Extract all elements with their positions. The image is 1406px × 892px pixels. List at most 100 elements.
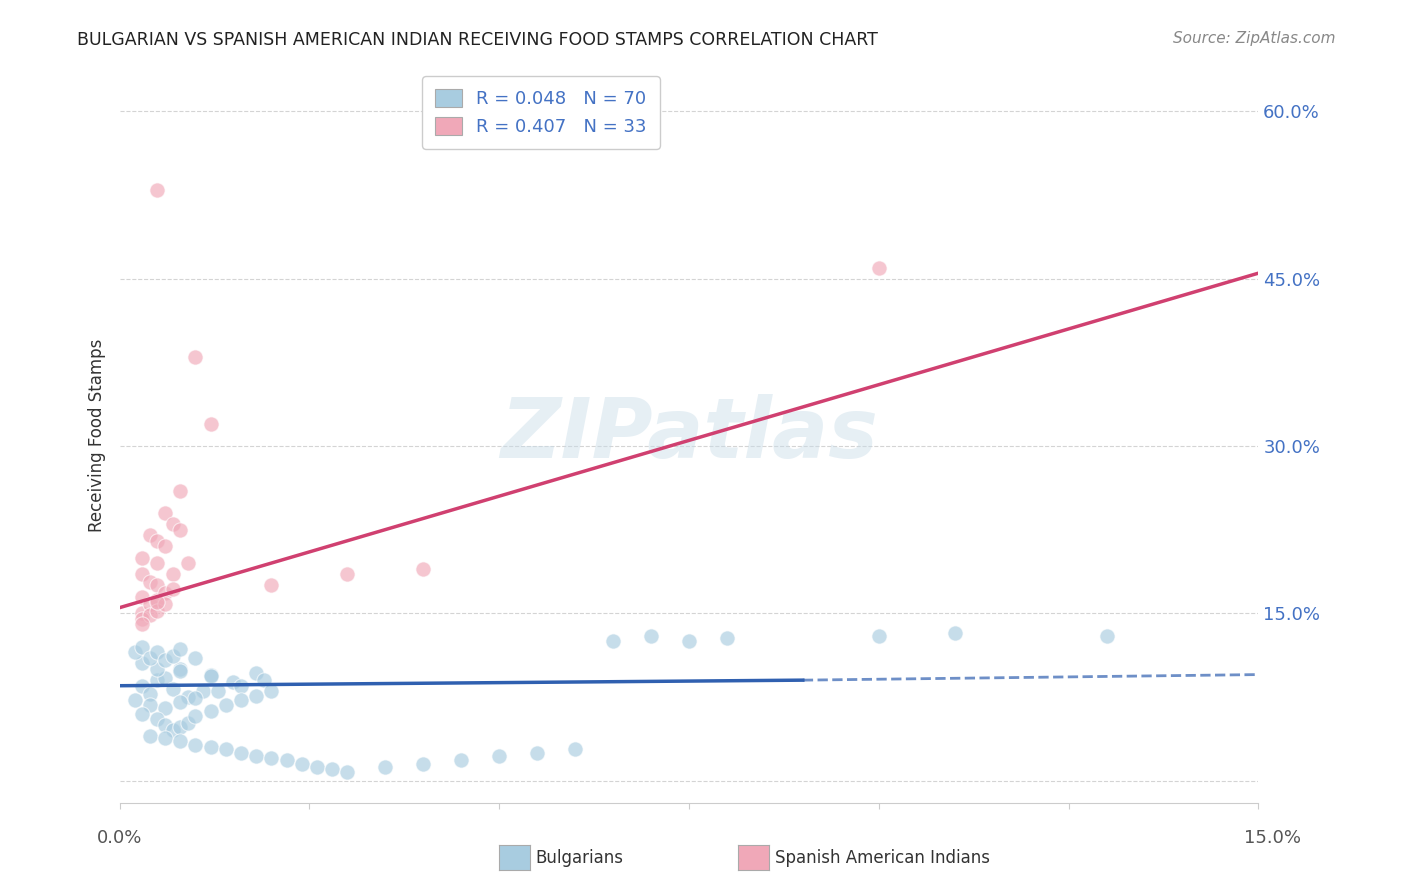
- Point: [260, 578, 283, 592]
- Point: [868, 628, 890, 642]
- Point: [146, 673, 169, 687]
- Point: [139, 574, 162, 589]
- Point: [153, 539, 176, 553]
- Point: [177, 715, 200, 730]
- Point: [146, 592, 169, 607]
- Point: [412, 756, 434, 771]
- Point: [602, 634, 624, 648]
- Text: Spanish American Indians: Spanish American Indians: [775, 849, 990, 867]
- Point: [169, 483, 191, 498]
- Point: [200, 740, 222, 755]
- Point: [153, 586, 176, 600]
- Point: [253, 673, 276, 687]
- Point: [162, 648, 184, 663]
- Point: [162, 681, 184, 696]
- Point: [200, 417, 222, 431]
- Point: [131, 567, 153, 582]
- Point: [276, 753, 298, 767]
- Point: [245, 666, 267, 681]
- Point: [146, 533, 169, 548]
- Point: [131, 706, 153, 721]
- Point: [215, 698, 238, 712]
- Point: [139, 608, 162, 623]
- Point: [678, 634, 700, 648]
- Point: [1095, 628, 1118, 642]
- Point: [153, 701, 176, 715]
- Point: [131, 612, 153, 626]
- Point: [169, 664, 191, 679]
- Point: [162, 567, 184, 582]
- Point: [177, 690, 200, 704]
- Point: [245, 749, 267, 764]
- Point: [169, 696, 191, 710]
- Point: [412, 562, 434, 576]
- Text: ZIPatlas: ZIPatlas: [501, 394, 877, 475]
- Point: [564, 742, 586, 756]
- Point: [305, 760, 328, 774]
- Point: [153, 598, 176, 612]
- Y-axis label: Receiving Food Stamps: Receiving Food Stamps: [87, 338, 105, 532]
- Point: [139, 528, 162, 542]
- Point: [139, 687, 162, 701]
- Point: [153, 717, 176, 731]
- Text: 15.0%: 15.0%: [1244, 829, 1301, 847]
- Point: [153, 506, 176, 520]
- Point: [260, 751, 283, 765]
- Point: [146, 595, 169, 609]
- Point: [169, 642, 191, 657]
- Point: [229, 679, 252, 693]
- Point: [131, 617, 153, 632]
- Point: [450, 753, 472, 767]
- Point: [162, 516, 184, 531]
- Point: [245, 689, 267, 703]
- Point: [131, 640, 153, 654]
- Point: [146, 182, 169, 196]
- Point: [153, 731, 176, 746]
- Point: [169, 734, 191, 748]
- Point: [146, 662, 169, 676]
- Point: [229, 693, 252, 707]
- Point: [215, 742, 238, 756]
- Point: [139, 698, 162, 712]
- Point: [184, 690, 207, 705]
- Point: [139, 729, 162, 743]
- Point: [640, 628, 662, 642]
- Point: [146, 556, 169, 570]
- Point: [488, 749, 510, 764]
- Point: [177, 556, 200, 570]
- Point: [146, 645, 169, 659]
- Point: [716, 631, 738, 645]
- Point: [169, 523, 191, 537]
- Point: [153, 671, 176, 685]
- Point: [374, 760, 396, 774]
- Point: [139, 651, 162, 665]
- Point: [184, 350, 207, 364]
- Point: [131, 550, 153, 565]
- Point: [131, 590, 153, 604]
- Point: [291, 756, 314, 771]
- Point: [162, 582, 184, 596]
- Point: [124, 645, 146, 659]
- Point: [169, 662, 191, 676]
- Point: [131, 607, 153, 621]
- Point: [868, 260, 890, 275]
- Point: [124, 693, 146, 707]
- Point: [169, 720, 191, 734]
- Point: [139, 598, 162, 612]
- Point: [260, 684, 283, 698]
- Point: [184, 708, 207, 723]
- Point: [943, 626, 966, 640]
- Point: [131, 657, 153, 671]
- Point: [229, 746, 252, 760]
- Text: Bulgarians: Bulgarians: [536, 849, 624, 867]
- Point: [321, 762, 343, 776]
- Text: 0.0%: 0.0%: [97, 829, 142, 847]
- Point: [184, 738, 207, 752]
- Point: [146, 604, 169, 618]
- Point: [146, 578, 169, 592]
- Point: [184, 651, 207, 665]
- Text: Source: ZipAtlas.com: Source: ZipAtlas.com: [1173, 31, 1336, 46]
- Point: [526, 746, 548, 760]
- Legend: R = 0.048   N = 70, R = 0.407   N = 33: R = 0.048 N = 70, R = 0.407 N = 33: [422, 76, 659, 149]
- Point: [336, 567, 359, 582]
